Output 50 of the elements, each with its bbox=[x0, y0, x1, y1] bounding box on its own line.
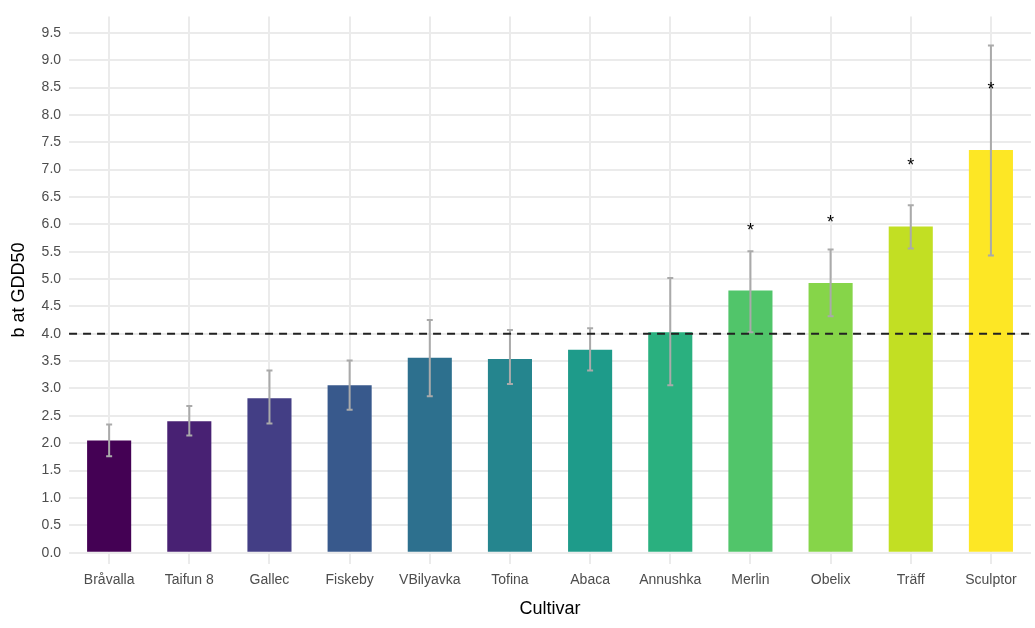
y-tick-label: 7.0 bbox=[41, 160, 62, 177]
x-tick-label: Gallec bbox=[249, 570, 290, 587]
y-axis-title: b at GDD50 bbox=[7, 242, 28, 338]
y-tick-label: 4.0 bbox=[41, 324, 62, 341]
x-tick-label: Taifun 8 bbox=[164, 570, 215, 587]
bar bbox=[327, 385, 372, 552]
y-tick-label: 0.5 bbox=[41, 516, 62, 533]
bar bbox=[247, 398, 292, 552]
bar bbox=[968, 149, 1013, 552]
x-tick-label: Träff bbox=[896, 570, 925, 587]
x-tick-label: Merlin bbox=[731, 570, 770, 587]
y-tick-label: 9.0 bbox=[41, 51, 62, 68]
y-tick-label: 3.0 bbox=[41, 379, 62, 396]
y-tick-label: 8.0 bbox=[41, 105, 62, 122]
bar bbox=[487, 358, 532, 552]
x-tick-label: Annushka bbox=[639, 570, 702, 587]
x-tick-label: Fiskeby bbox=[325, 570, 374, 587]
bar bbox=[648, 332, 693, 552]
x-tick-label: Obelix bbox=[810, 570, 851, 587]
bar bbox=[167, 421, 212, 552]
annotation: * bbox=[746, 219, 754, 240]
bar bbox=[808, 282, 853, 552]
bar bbox=[888, 226, 933, 552]
y-tick-label: 1.5 bbox=[41, 461, 62, 478]
y-tick-label: 5.5 bbox=[41, 242, 62, 259]
bar bbox=[728, 290, 773, 552]
y-tick-label: 0.0 bbox=[41, 543, 62, 560]
x-tick-label: Abaca bbox=[570, 570, 611, 587]
x-tick-label: VBilyavka bbox=[399, 570, 461, 587]
annotation: * bbox=[827, 211, 835, 232]
y-tick-label: 6.5 bbox=[41, 187, 62, 204]
y-tick-label: 1.0 bbox=[41, 488, 62, 505]
x-tick-label: Tofina bbox=[491, 570, 529, 587]
y-tick-label: 2.5 bbox=[41, 406, 62, 423]
annotation: * bbox=[907, 155, 915, 176]
y-tick-label: 9.5 bbox=[41, 23, 62, 40]
bar bbox=[407, 357, 452, 552]
x-tick-label: Sculptor bbox=[965, 570, 1017, 587]
bar bbox=[568, 349, 613, 552]
x-tick-label: Bråvalla bbox=[83, 570, 135, 587]
x-axis-title: Cultivar bbox=[519, 598, 581, 619]
y-tick-label: 5.0 bbox=[41, 269, 62, 286]
y-tick-label: 8.5 bbox=[41, 78, 62, 95]
bar bbox=[87, 440, 132, 552]
y-tick-label: 3.5 bbox=[41, 352, 62, 368]
y-tick-label: 2.0 bbox=[41, 434, 62, 451]
y-tick-label: 7.5 bbox=[41, 133, 62, 150]
y-tick-label: 6.0 bbox=[41, 215, 62, 232]
y-tick-label: 4.5 bbox=[41, 297, 62, 314]
annotation: * bbox=[987, 78, 995, 99]
